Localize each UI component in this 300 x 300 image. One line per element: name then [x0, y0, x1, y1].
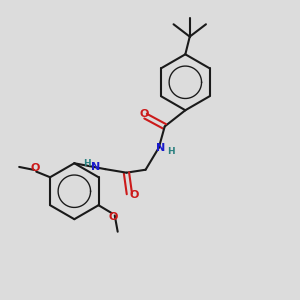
Text: H: H [167, 147, 175, 156]
Text: H: H [83, 159, 91, 168]
Text: N: N [91, 162, 101, 172]
Text: O: O [140, 109, 149, 119]
Text: O: O [109, 212, 118, 222]
Text: O: O [130, 190, 139, 200]
Text: N: N [156, 143, 165, 153]
Text: O: O [31, 164, 40, 173]
